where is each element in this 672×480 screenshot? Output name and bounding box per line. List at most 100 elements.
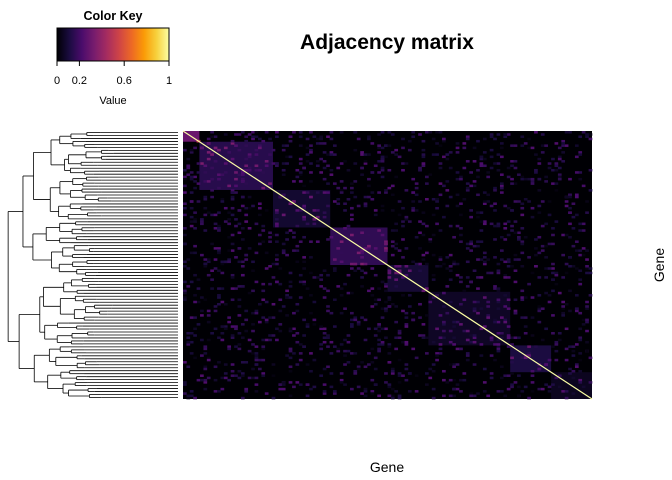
heatmap-cell: [336, 285, 341, 288]
heatmap-cell: [568, 193, 572, 197]
heatmap-cell: [520, 265, 525, 268]
heatmap-cell: [452, 318, 456, 322]
heatmap-cell: [322, 390, 327, 393]
heatmap-cell: [281, 381, 286, 384]
heatmap-cell: [465, 338, 470, 342]
heatmap-cell: [401, 340, 405, 344]
heatmap-cell: [394, 305, 399, 308]
heatmap-cell: [534, 131, 538, 134]
heatmap-cell: [588, 271, 593, 275]
heatmap-cell: [390, 133, 395, 136]
heatmap-cell: [384, 191, 388, 194]
heatmap-cell: [537, 177, 542, 181]
heatmap-cell: [452, 325, 456, 328]
heatmap-cell: [237, 133, 242, 136]
heatmap-cell: [564, 144, 569, 147]
heatmap-cell: [367, 244, 371, 248]
heatmap-cell: [302, 267, 306, 270]
heatmap-cell: [326, 135, 330, 138]
heatmap-cell: [557, 146, 562, 150]
heatmap-cell: [350, 182, 354, 185]
heatmap-cell: [568, 372, 572, 375]
heatmap-cell: [220, 200, 225, 203]
heatmap-cell: [384, 327, 388, 331]
heatmap-cell: [288, 229, 293, 232]
heatmap-cell: [200, 253, 204, 257]
heatmap-cell: [193, 244, 197, 248]
heatmap-cell: [493, 162, 497, 165]
heatmap-cell: [499, 142, 504, 145]
heatmap-cell: [472, 269, 477, 272]
heatmap-cell: [217, 390, 221, 393]
heatmap-cell: [499, 365, 504, 369]
heatmap-cell: [414, 262, 419, 266]
heatmap-cell: [561, 276, 566, 279]
heatmap-cell: [319, 347, 324, 351]
heatmap-cell: [203, 262, 208, 266]
heatmap-cell: [520, 242, 525, 246]
color-key-tick-label: 0.6: [117, 75, 132, 87]
heatmap-cell: [206, 142, 211, 145]
heatmap-cell: [305, 325, 310, 328]
heatmap-cell: [227, 211, 232, 214]
heatmap-cell: [544, 363, 548, 366]
heatmap-cell: [189, 220, 194, 223]
heatmap-cell: [353, 372, 358, 375]
heatmap-cell: [578, 177, 583, 181]
heatmap-cell: [452, 336, 456, 339]
heatmap-cell: [237, 247, 242, 250]
heatmap-cell: [578, 222, 583, 226]
heatmap-cell: [322, 269, 327, 272]
heatmap-cell: [513, 160, 518, 163]
heatmap-cell: [193, 220, 197, 223]
heatmap-cell: [326, 238, 330, 241]
heatmap-cell: [367, 153, 371, 156]
heatmap-cell: [496, 307, 501, 310]
heatmap-cell: [496, 168, 501, 172]
heatmap-cell: [203, 265, 208, 268]
heatmap-cell: [227, 235, 232, 239]
heatmap-cell: [448, 269, 453, 272]
heatmap-cell: [534, 171, 538, 174]
heatmap-cell: [397, 155, 402, 159]
heatmap-cell: [530, 390, 535, 393]
heatmap-cell: [309, 195, 313, 199]
heatmap-cell: [223, 171, 228, 174]
heatmap-cell: [561, 311, 566, 315]
heatmap-cell: [414, 186, 419, 190]
heatmap-cell: [428, 240, 433, 243]
heatmap-cell: [254, 280, 259, 284]
heatmap-cell: [523, 296, 528, 299]
heatmap-cell: [326, 345, 330, 348]
heatmap-cell: [278, 309, 283, 313]
heatmap-cell: [380, 168, 385, 172]
heatmap-cell: [578, 311, 583, 315]
heatmap-cell: [496, 289, 501, 293]
heatmap-cell: [247, 168, 252, 172]
heatmap-cell: [435, 265, 439, 268]
heatmap-cell: [288, 296, 293, 299]
heatmap-cell: [292, 200, 296, 203]
heatmap-cell: [343, 307, 347, 310]
heatmap-cell: [401, 168, 405, 172]
heatmap-cell: [230, 336, 235, 339]
heatmap-cell: [510, 160, 514, 163]
heatmap-cell: [557, 155, 562, 159]
heatmap-cell: [261, 372, 266, 375]
heatmap-cell: [390, 253, 395, 257]
heatmap-cell: [271, 233, 276, 237]
heatmap-cell: [442, 329, 446, 333]
heatmap-cell: [186, 365, 191, 369]
heatmap-cell: [200, 354, 204, 357]
heatmap-cell: [295, 309, 300, 313]
heatmap-cell: [217, 336, 221, 339]
heatmap-cell: [530, 316, 535, 319]
heatmap-cell: [404, 273, 409, 277]
heatmap-cell: [305, 153, 310, 156]
heatmap-cell: [513, 309, 518, 313]
heatmap-cell: [271, 276, 276, 279]
heatmap-cell: [404, 189, 409, 192]
heatmap-cell: [336, 247, 341, 250]
heatmap-cell: [200, 296, 204, 299]
heatmap-cell: [537, 251, 542, 255]
